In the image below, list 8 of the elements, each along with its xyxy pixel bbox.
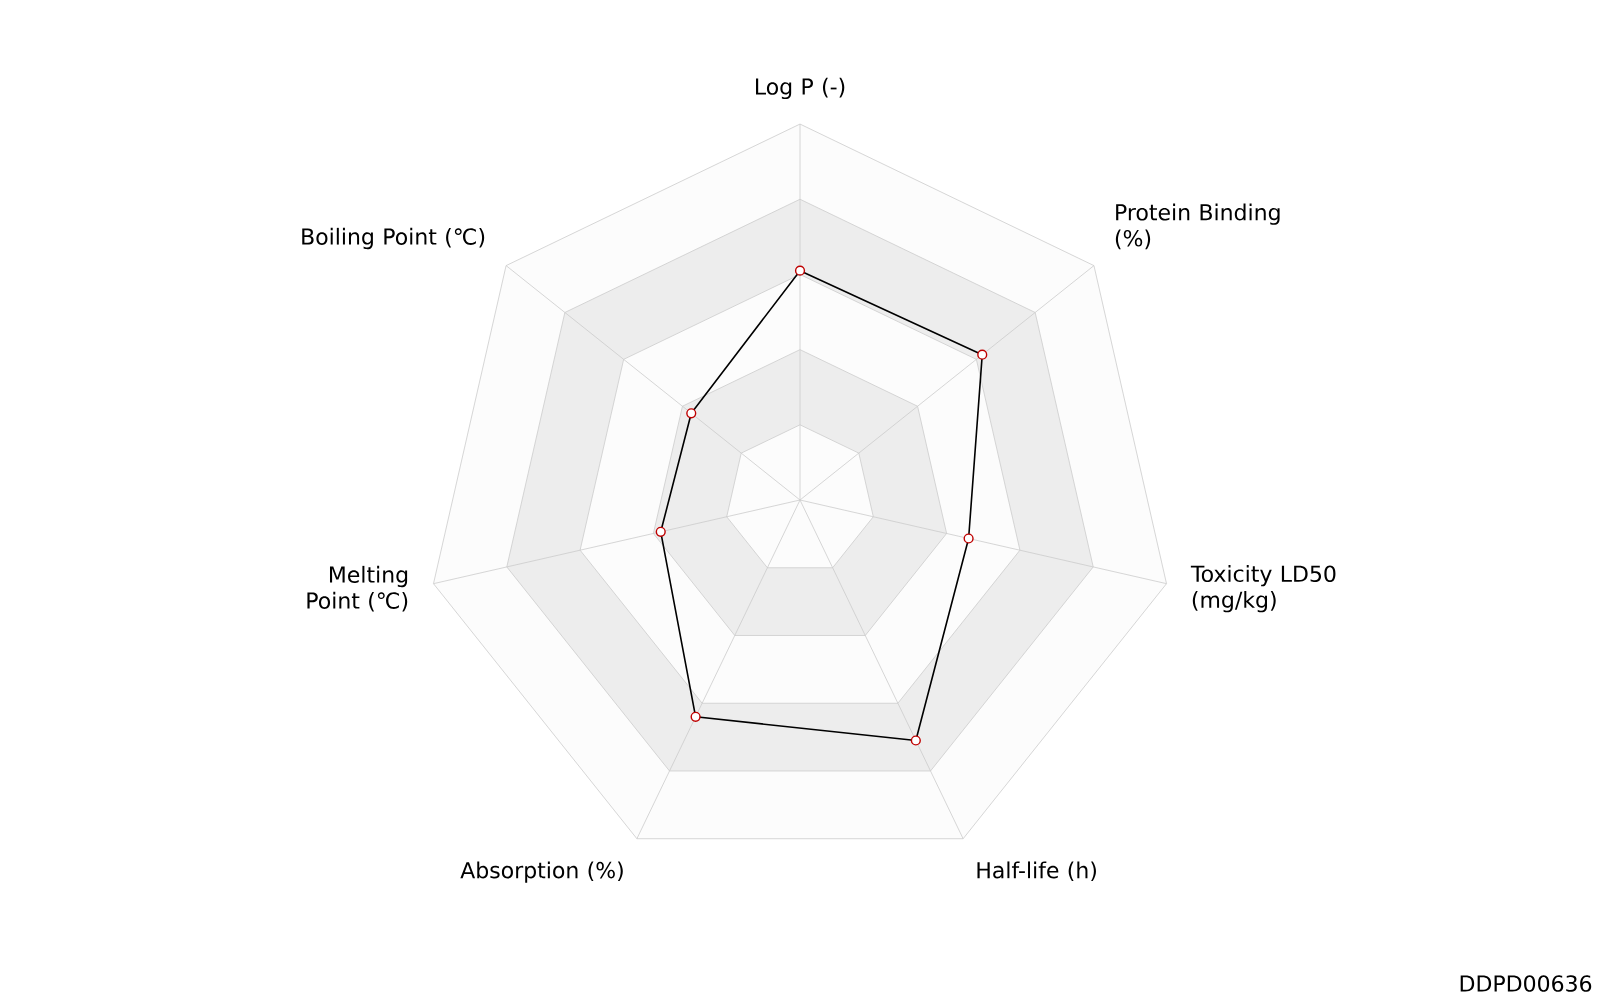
spoke-label: Toxicity LD50 (mg/kg) — [1190, 565, 1336, 613]
spoke-label: Absorption (%) — [460, 861, 623, 883]
spoke-label: Protein Binding (%) — [1115, 203, 1280, 250]
spoke-label: Melting Point (℃) — [307, 565, 408, 612]
spoke-label: Boiling Point (℃) — [302, 227, 485, 250]
spoke-label: Half-life (h) — [977, 861, 1096, 882]
spoke-label: Log P (-) — [756, 77, 845, 100]
text: DDPD00636 — [1460, 975, 1592, 992]
